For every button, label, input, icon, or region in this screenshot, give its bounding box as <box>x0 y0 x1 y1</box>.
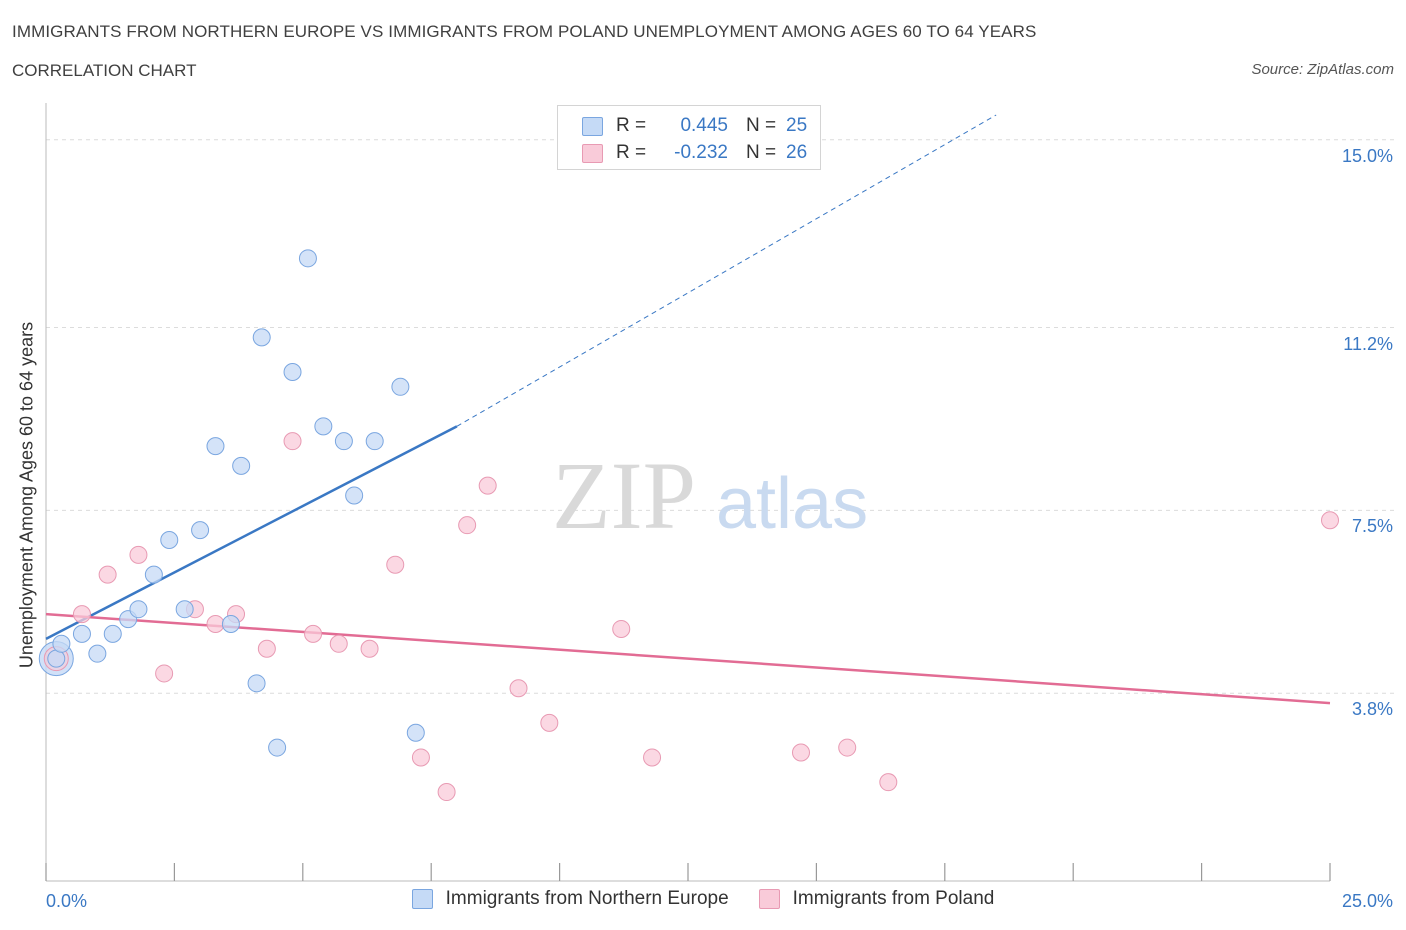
grid-lines <box>46 139 1395 694</box>
r-label: R = <box>616 115 647 136</box>
stat-row-poland: R = -0.232 N = 26 <box>582 141 807 165</box>
correlation-legend: R = 0.445 N = 25 R = -0.232 N = 26 <box>557 105 821 170</box>
data-point-poland <box>1321 511 1339 530</box>
data-point-poland <box>509 679 528 698</box>
trend-line-northern-europe-extension <box>456 114 997 427</box>
data-point-poland <box>458 516 477 535</box>
data-point-northern-europe <box>345 486 364 505</box>
data-point-northern-europe <box>144 565 163 584</box>
chart-title: IMMIGRANTS FROM NORTHERN EUROPE VS IMMIG… <box>12 22 1037 41</box>
legend-label-poland: Immigrants from Poland <box>792 888 995 909</box>
data-point-poland <box>643 748 662 767</box>
y-tick-label: 15.0% <box>1341 145 1393 166</box>
data-point-poland <box>206 615 225 634</box>
data-point-northern-europe <box>221 615 240 634</box>
watermark-zip: ZIP <box>552 442 696 549</box>
data-point-northern-europe <box>247 674 266 693</box>
data-point-poland <box>98 565 117 584</box>
y-axis-label: Unemployment Among Ages 60 to 64 years <box>16 321 37 669</box>
r-value: 0.445 <box>680 115 728 136</box>
trend-lines <box>45 114 1331 705</box>
data-point-northern-europe <box>298 249 317 268</box>
axes <box>45 103 1331 882</box>
watermark-atlas: atlas <box>716 464 868 544</box>
stat-swatch-poland <box>582 143 603 163</box>
y-tick-label: 7.5% <box>1351 516 1393 537</box>
data-point-poland <box>283 432 302 451</box>
data-point-northern-europe <box>334 432 353 451</box>
data-point-poland <box>612 619 631 638</box>
data-point-northern-europe <box>129 600 148 619</box>
data-point-northern-europe <box>314 417 333 436</box>
legend-item-poland[interactable]: Immigrants from Poland <box>758 888 995 910</box>
data-point-poland <box>838 738 857 757</box>
data-point-northern-europe <box>103 624 122 643</box>
stat-row-northern-europe: R = 0.445 N = 25 <box>582 114 807 138</box>
data-point-poland <box>329 634 348 653</box>
data-point-northern-europe <box>175 600 194 619</box>
n-value: 26 <box>786 142 808 163</box>
data-point-poland <box>155 664 174 683</box>
data-point-poland <box>540 713 559 732</box>
watermark: ZIP atlas <box>552 442 868 549</box>
data-point-poland <box>478 476 497 495</box>
source-label: Source: ZipAtlas.com <box>1251 61 1394 78</box>
data-point-northern-europe <box>406 723 425 742</box>
data-point-northern-europe <box>52 634 71 653</box>
data-point-northern-europe <box>232 456 251 475</box>
data-point-northern-europe <box>252 328 271 347</box>
data-point-poland <box>879 773 898 792</box>
data-point-poland <box>129 545 148 564</box>
n-label: N = <box>746 142 777 163</box>
x-tick-label-min: 0.0% <box>46 891 88 911</box>
legend-label-northern-europe: Immigrants from Northern Europe <box>445 888 729 909</box>
data-point-northern-europe <box>160 531 179 550</box>
data-point-poland <box>257 639 276 658</box>
data-point-poland <box>386 555 405 574</box>
data-point-northern-europe <box>206 437 225 456</box>
data-point-northern-europe <box>191 521 210 540</box>
legend-swatch-poland <box>758 889 780 909</box>
trend-line-poland <box>45 612 1331 705</box>
data-point-poland <box>72 605 91 624</box>
data-point-northern-europe <box>283 362 302 381</box>
data-point-northern-europe <box>88 644 107 663</box>
stat-swatch-northern-europe <box>582 116 603 136</box>
y-tick-label: 3.8% <box>1351 699 1393 720</box>
legend-item-northern-europe[interactable]: Immigrants from Northern Europe <box>411 888 729 910</box>
x-tick-label-max: 25.0% <box>1341 891 1393 911</box>
trend-line-northern-europe <box>45 425 458 640</box>
series-legend: Immigrants from Northern Europe Immigran… <box>0 888 1406 910</box>
data-point-poland <box>791 743 810 762</box>
r-label: R = <box>616 142 647 163</box>
data-points <box>38 249 1339 802</box>
data-point-northern-europe <box>268 738 287 757</box>
r-value: -0.232 <box>674 142 728 163</box>
data-point-poland <box>437 783 456 802</box>
data-point-northern-europe <box>72 624 91 643</box>
data-point-poland <box>411 748 430 767</box>
data-point-poland <box>304 624 323 643</box>
y-tick-label: 11.2% <box>1343 333 1393 354</box>
data-point-poland <box>360 639 379 658</box>
n-value: 25 <box>786 115 808 136</box>
data-point-northern-europe <box>365 432 384 451</box>
n-label: N = <box>746 115 777 136</box>
legend-swatch-northern-europe <box>411 889 433 909</box>
data-point-northern-europe <box>391 377 410 396</box>
chart-subtitle: CORRELATION CHART <box>12 61 197 80</box>
